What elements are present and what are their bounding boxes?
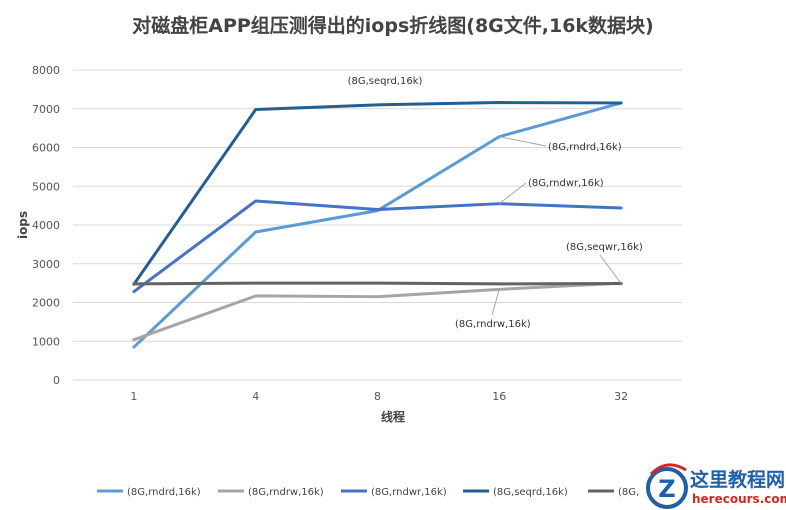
- legend-label: (8G,rndwr,16k): [371, 487, 447, 498]
- y-axis-ticks: 0 1000 2000 3000 4000 5000 6000 7000 8000: [32, 64, 60, 387]
- annotation-label: (8G,seqwr,16k): [566, 242, 643, 253]
- y-tick-label: 5000: [32, 180, 60, 193]
- y-tick-label: 1000: [32, 335, 60, 348]
- watermark-logo-icon: [646, 467, 688, 509]
- annotation-label: (8G,rndrw,16k): [455, 319, 531, 330]
- legend-label: (8G,seqrd,16k): [493, 487, 568, 498]
- x-tick-label: 8: [374, 390, 381, 403]
- y-tick-label: 0: [53, 374, 60, 387]
- legend-label: (8G,: [618, 487, 639, 498]
- annotation-label: (8G,rndrd,16k): [548, 142, 622, 153]
- watermark-swoosh-icon: [649, 463, 687, 476]
- x-tick-label: 4: [252, 390, 259, 403]
- annotation-leader: [599, 254, 622, 284]
- annotations: (8G,seqrd,16k) (8G,rndrd,16k) (8G,rndwr,16…: [348, 76, 643, 330]
- y-axis-label: iops: [16, 211, 30, 239]
- annotation-leader: [491, 289, 500, 316]
- annotation-label: (8G,rndwr,16k): [528, 178, 604, 189]
- series-line-3: [132, 101, 623, 286]
- x-axis-ticks: 1 4 8 16 32: [130, 390, 628, 403]
- x-tick-label: 1: [130, 390, 137, 403]
- series-line-2: [132, 199, 623, 294]
- watermark-title: 这里教程网: [690, 468, 785, 491]
- watermark: Z 这里教程网 herecours.com: [646, 463, 786, 509]
- x-tick-label: 16: [492, 390, 506, 403]
- series-line-4: [132, 281, 623, 286]
- x-tick-label: 32: [614, 390, 628, 403]
- legend: (8G,rndrd,16k) (8G,rndrw,16k) (8G,rndwr,16…: [97, 487, 639, 498]
- legend-label: (8G,rndrw,16k): [248, 487, 324, 498]
- x-axis-label: 线程: [381, 409, 405, 424]
- y-tick-label: 4000: [32, 219, 60, 232]
- y-tick-label: 3000: [32, 258, 60, 271]
- annotation-leader: [499, 136, 547, 147]
- y-tick-label: 8000: [32, 64, 60, 77]
- annotation-leader: [498, 182, 527, 205]
- watermark-letter: Z: [658, 475, 675, 503]
- chart-title: 对磁盘柜APP组压测得出的iops折线图(8G文件,16k数据块): [132, 14, 654, 37]
- legend-label: (8G,rndrd,16k): [127, 487, 201, 498]
- grid: [73, 69, 682, 381]
- series-line-1: [132, 281, 623, 342]
- series-lines: [132, 101, 623, 349]
- y-tick-label: 6000: [32, 142, 60, 155]
- watermark-subtitle: herecours.com: [692, 492, 786, 506]
- annotation-label: (8G,seqrd,16k): [348, 76, 423, 87]
- y-tick-label: 7000: [32, 103, 60, 116]
- y-tick-label: 2000: [32, 297, 60, 310]
